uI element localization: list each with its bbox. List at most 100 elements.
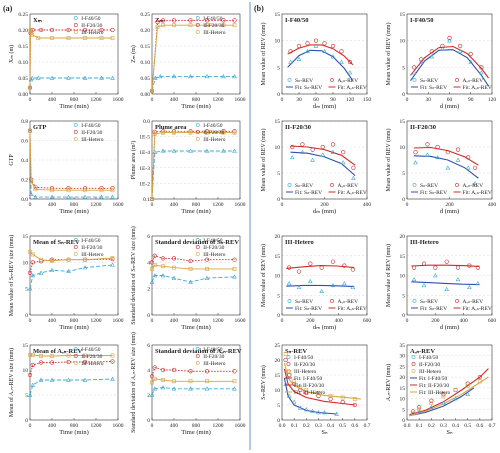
x-tick-label: 0.5 [464, 423, 471, 429]
data-point [160, 256, 166, 261]
data-point [30, 32, 35, 37]
x-tick-label: 1200 [91, 423, 102, 429]
legend-label: Fit: Aₒₙ-REV [463, 190, 492, 196]
data-point [447, 38, 452, 43]
chart-title: Standard deviation of Aₒₙ-REV [155, 348, 242, 355]
legend-label: Aₒₙ-REV [338, 78, 359, 84]
legend-swatch [195, 347, 200, 351]
plot-frame [281, 344, 368, 421]
x-tick-label: 1600 [113, 318, 124, 324]
data-point [232, 267, 237, 271]
data-point [347, 59, 353, 65]
x-tick-label: 1200 [213, 97, 224, 103]
y-tick-label: 0 [147, 418, 150, 424]
chart-title: Sₙ-REV [285, 348, 307, 355]
series-line [151, 75, 235, 91]
y-axis-label: Mean of Aₒₙ-REV size (mm) [8, 348, 15, 417]
data-point [66, 27, 71, 33]
data-point [411, 65, 417, 70]
data-point [292, 381, 297, 387]
legend-label: I-F40/50 [81, 347, 101, 353]
data-point [453, 396, 458, 401]
data-point [305, 48, 310, 54]
y-tick-label: 0.0 [143, 119, 150, 125]
data-point [441, 400, 446, 405]
y-tick-label: 4 [147, 260, 150, 266]
data-point [188, 386, 193, 391]
y-tick-label: 20 [400, 375, 406, 381]
legend-label: III-Hetero [203, 30, 226, 36]
data-point [334, 411, 339, 416]
x-tick-label: 0.2 [303, 423, 310, 429]
x-tick-label: 400 [335, 318, 344, 324]
data-point [413, 150, 418, 155]
y-tick-label: 0.05 [140, 76, 150, 82]
y-tick-label: 0 [402, 418, 405, 424]
data-point [298, 385, 303, 389]
plot-frame [406, 344, 493, 421]
data-point [99, 194, 104, 199]
fit-line [409, 387, 475, 417]
data-point [30, 273, 36, 278]
data-point [313, 43, 319, 48]
data-point [458, 43, 463, 49]
data-point [28, 128, 32, 133]
y-tick-label: 15 [275, 373, 281, 379]
data-point [110, 36, 115, 40]
data-point [27, 392, 33, 397]
y-tick-label: 1E-5 [139, 135, 150, 141]
data-point [33, 194, 38, 199]
data-point [457, 48, 463, 54]
x-tick-label: 1200 [213, 423, 224, 429]
y-tick-label: 0 [402, 313, 405, 319]
y-tick-label: 0 [277, 197, 280, 203]
series-line [151, 275, 235, 283]
legend-swatch [73, 238, 78, 242]
data-point [157, 73, 163, 79]
data-point [66, 353, 71, 358]
data-point [421, 282, 427, 288]
x-axis-label: Time (min) [181, 103, 211, 110]
data-point [465, 391, 471, 396]
data-point [296, 269, 302, 274]
x-axis-label: Time (min) [59, 208, 89, 215]
y-axis-label: Mean value of REV (mm) [260, 244, 267, 307]
legend-label: Aₒₙ-REV [338, 183, 359, 189]
legend-label: II-F20/30 [203, 354, 224, 360]
data-point [342, 280, 347, 286]
x-tick-label: 120 [488, 97, 497, 103]
y-tick-label: 0.20 [18, 28, 28, 34]
data-point [171, 148, 177, 153]
series-line [151, 366, 235, 377]
chart-15: 0 5 10 15 20 25 0.0 0.1 0.2 0.3 0.4 0.5 0.6 0.7 Sₙ Sₙ-R… [260, 343, 371, 436]
y-tick-label: 5 [402, 293, 405, 299]
x-tick-label: 0 [29, 423, 32, 429]
y-tick-label: 6 [147, 343, 150, 349]
y-tick-label: 5 [25, 287, 28, 293]
data-point [110, 75, 115, 80]
data-point [421, 261, 427, 266]
legend-swatch [195, 238, 200, 242]
legend-label: II-F20/30 [81, 354, 102, 360]
data-point [298, 387, 303, 393]
y-tick-label: 10 [275, 274, 281, 280]
data-point [468, 51, 473, 57]
x-tick-label: 0.0 [404, 423, 411, 429]
data-point [110, 376, 115, 381]
data-point [66, 268, 71, 273]
y-tick-label: 20 [275, 358, 281, 364]
y-tick-label: 25 [400, 364, 406, 370]
series-line [151, 24, 235, 91]
y-tick-label: 1E-3 [139, 166, 150, 172]
data-point [286, 265, 292, 270]
fit-line [283, 377, 337, 415]
data-point [472, 180, 478, 186]
data-point [479, 65, 484, 70]
data-point [204, 18, 210, 23]
y-tick-label: 10 [400, 397, 406, 403]
series-line [151, 378, 235, 383]
data-point [152, 365, 157, 370]
y-axis-label: GTP [9, 154, 15, 166]
